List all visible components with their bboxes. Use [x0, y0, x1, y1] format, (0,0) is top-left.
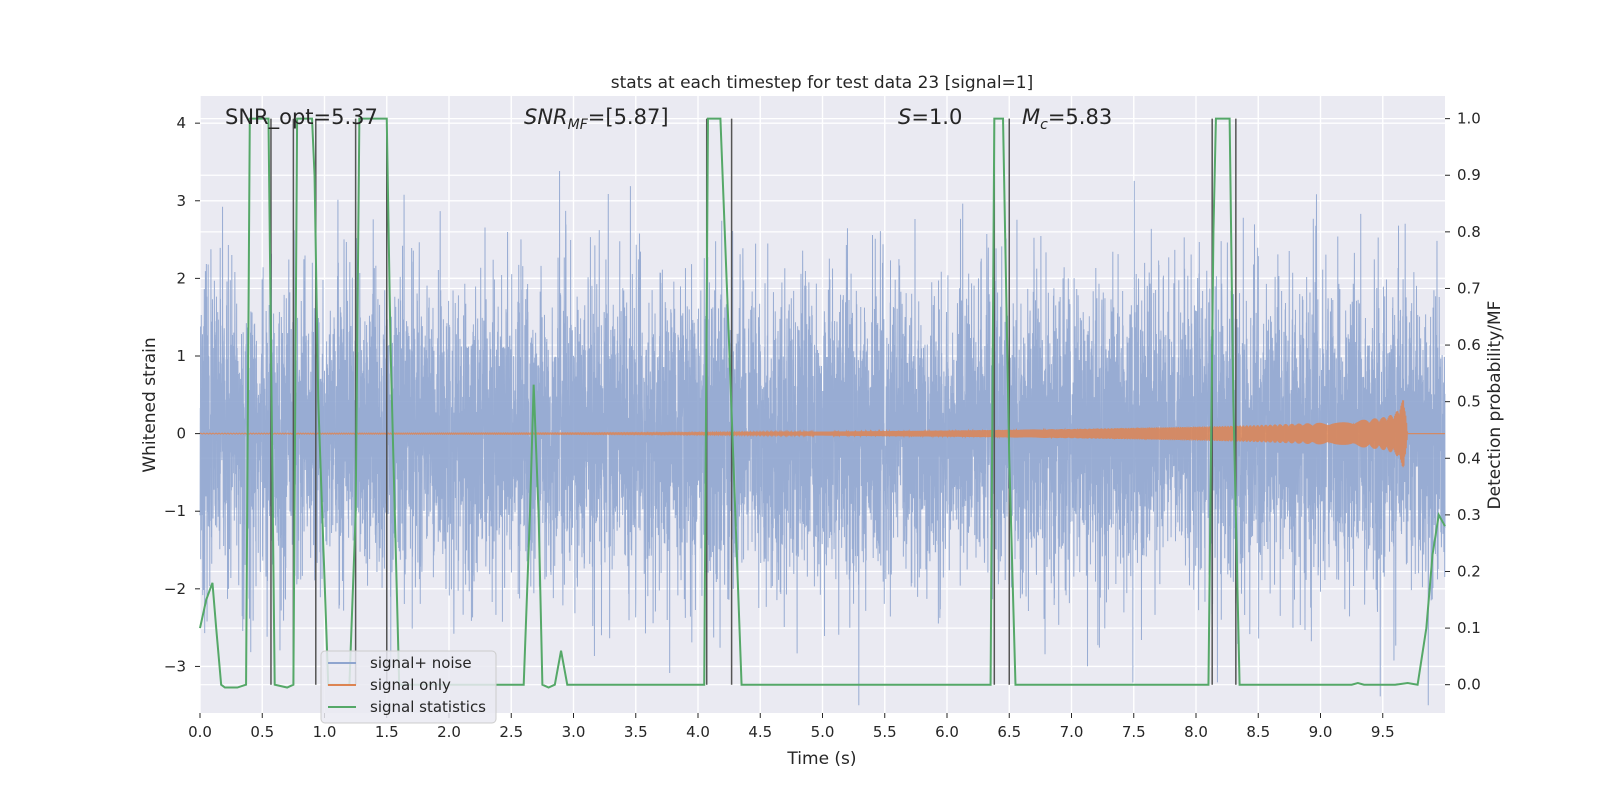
x-tick-label-15: 7.5 [1122, 723, 1146, 741]
y-tick-label-left-0: −3 [164, 657, 186, 675]
y-tick-label-left-3: 0 [176, 425, 186, 443]
y-tick-label-right-10: 1.0 [1457, 110, 1481, 128]
series-signal-statistics [199, 117, 1446, 689]
x-tick-label-9: 4.5 [748, 723, 772, 741]
y-tick-label-right-2: 0.2 [1457, 562, 1481, 580]
y-tick-label-left-7: 4 [176, 114, 186, 132]
x-axis-label: Time (s) [786, 749, 856, 769]
x-tick-label-17: 8.5 [1246, 723, 1270, 741]
series-signal-only [199, 400, 1445, 468]
chart-title: stats at each timestep for test data 23 … [611, 73, 1034, 93]
y-tick-label-right-5: 0.5 [1457, 393, 1481, 411]
y-tick-label-right-0: 0.0 [1457, 676, 1481, 694]
x-tick-label-0: 0.0 [188, 723, 212, 741]
legend-label-signal: signal only [370, 676, 451, 694]
annotation-s: S=1.0 [898, 105, 962, 129]
x-tick-label-4: 2.0 [437, 723, 461, 741]
x-tick-label-11: 5.5 [873, 723, 897, 741]
x-tick-label-8: 4.0 [686, 723, 710, 741]
x-tick-label-13: 6.5 [997, 723, 1021, 741]
x-tick-label-5: 2.5 [499, 723, 523, 741]
x-tick-label-18: 9.0 [1309, 723, 1333, 741]
x-tick-label-3: 1.5 [375, 723, 399, 741]
annotation-mc: Mc=5.83 [1022, 105, 1112, 133]
y-tick-label-left-2: −1 [164, 502, 186, 520]
x-tick-label-14: 7.0 [1060, 723, 1084, 741]
y-tick-label-left-6: 3 [176, 192, 186, 210]
y-tick-label-left-1: −2 [164, 580, 186, 598]
x-tick-label-10: 5.0 [811, 723, 835, 741]
legend: signal+ noise signal only signal statist… [320, 650, 497, 724]
ticks: 0.0 0.5 1.0 1.5 2.0 2.5 3.0 3.5 4.0 4.5 5.0 5.5 6.0 6… [164, 110, 1481, 741]
x-tick-label-7: 3.5 [624, 723, 648, 741]
plot-layer [199, 117, 1446, 706]
x-tick-label-19: 9.5 [1371, 723, 1395, 741]
y-tick-label-right-8: 0.8 [1457, 223, 1481, 241]
y-tick-label-right-4: 0.4 [1457, 449, 1481, 467]
x-tick-label-6: 3.0 [562, 723, 586, 741]
y-tick-label-right-7: 0.7 [1457, 279, 1481, 297]
series-signal-noise [199, 170, 1446, 706]
x-tick-label-2: 1.0 [313, 723, 337, 741]
y-tick-label-right-1: 0.1 [1457, 619, 1481, 637]
legend-box [320, 650, 497, 724]
y-tick-label-left-5: 2 [176, 269, 186, 287]
y-tick-label-right-3: 0.3 [1457, 506, 1481, 524]
legend-label-stats: signal statistics [370, 698, 486, 716]
y-tick-label-left-4: 1 [176, 347, 186, 365]
x-tick-label-12: 6.0 [935, 723, 959, 741]
annotation-snr-mf: SNRMF=[5.87] [524, 105, 669, 133]
y-tick-label-right-6: 0.6 [1457, 336, 1481, 354]
y-axis-label-left: Whitened strain [140, 337, 160, 472]
x-tick-label-16: 8.0 [1184, 723, 1208, 741]
y-tick-label-right-9: 0.9 [1457, 166, 1481, 184]
y-axis-label-right: Detection probability/MF [1485, 301, 1505, 510]
x-tick-label-1: 0.5 [250, 723, 274, 741]
legend-label-noise: signal+ noise [370, 654, 472, 672]
annotation-snr-opt: SNR_opt=5.37 [225, 105, 378, 130]
